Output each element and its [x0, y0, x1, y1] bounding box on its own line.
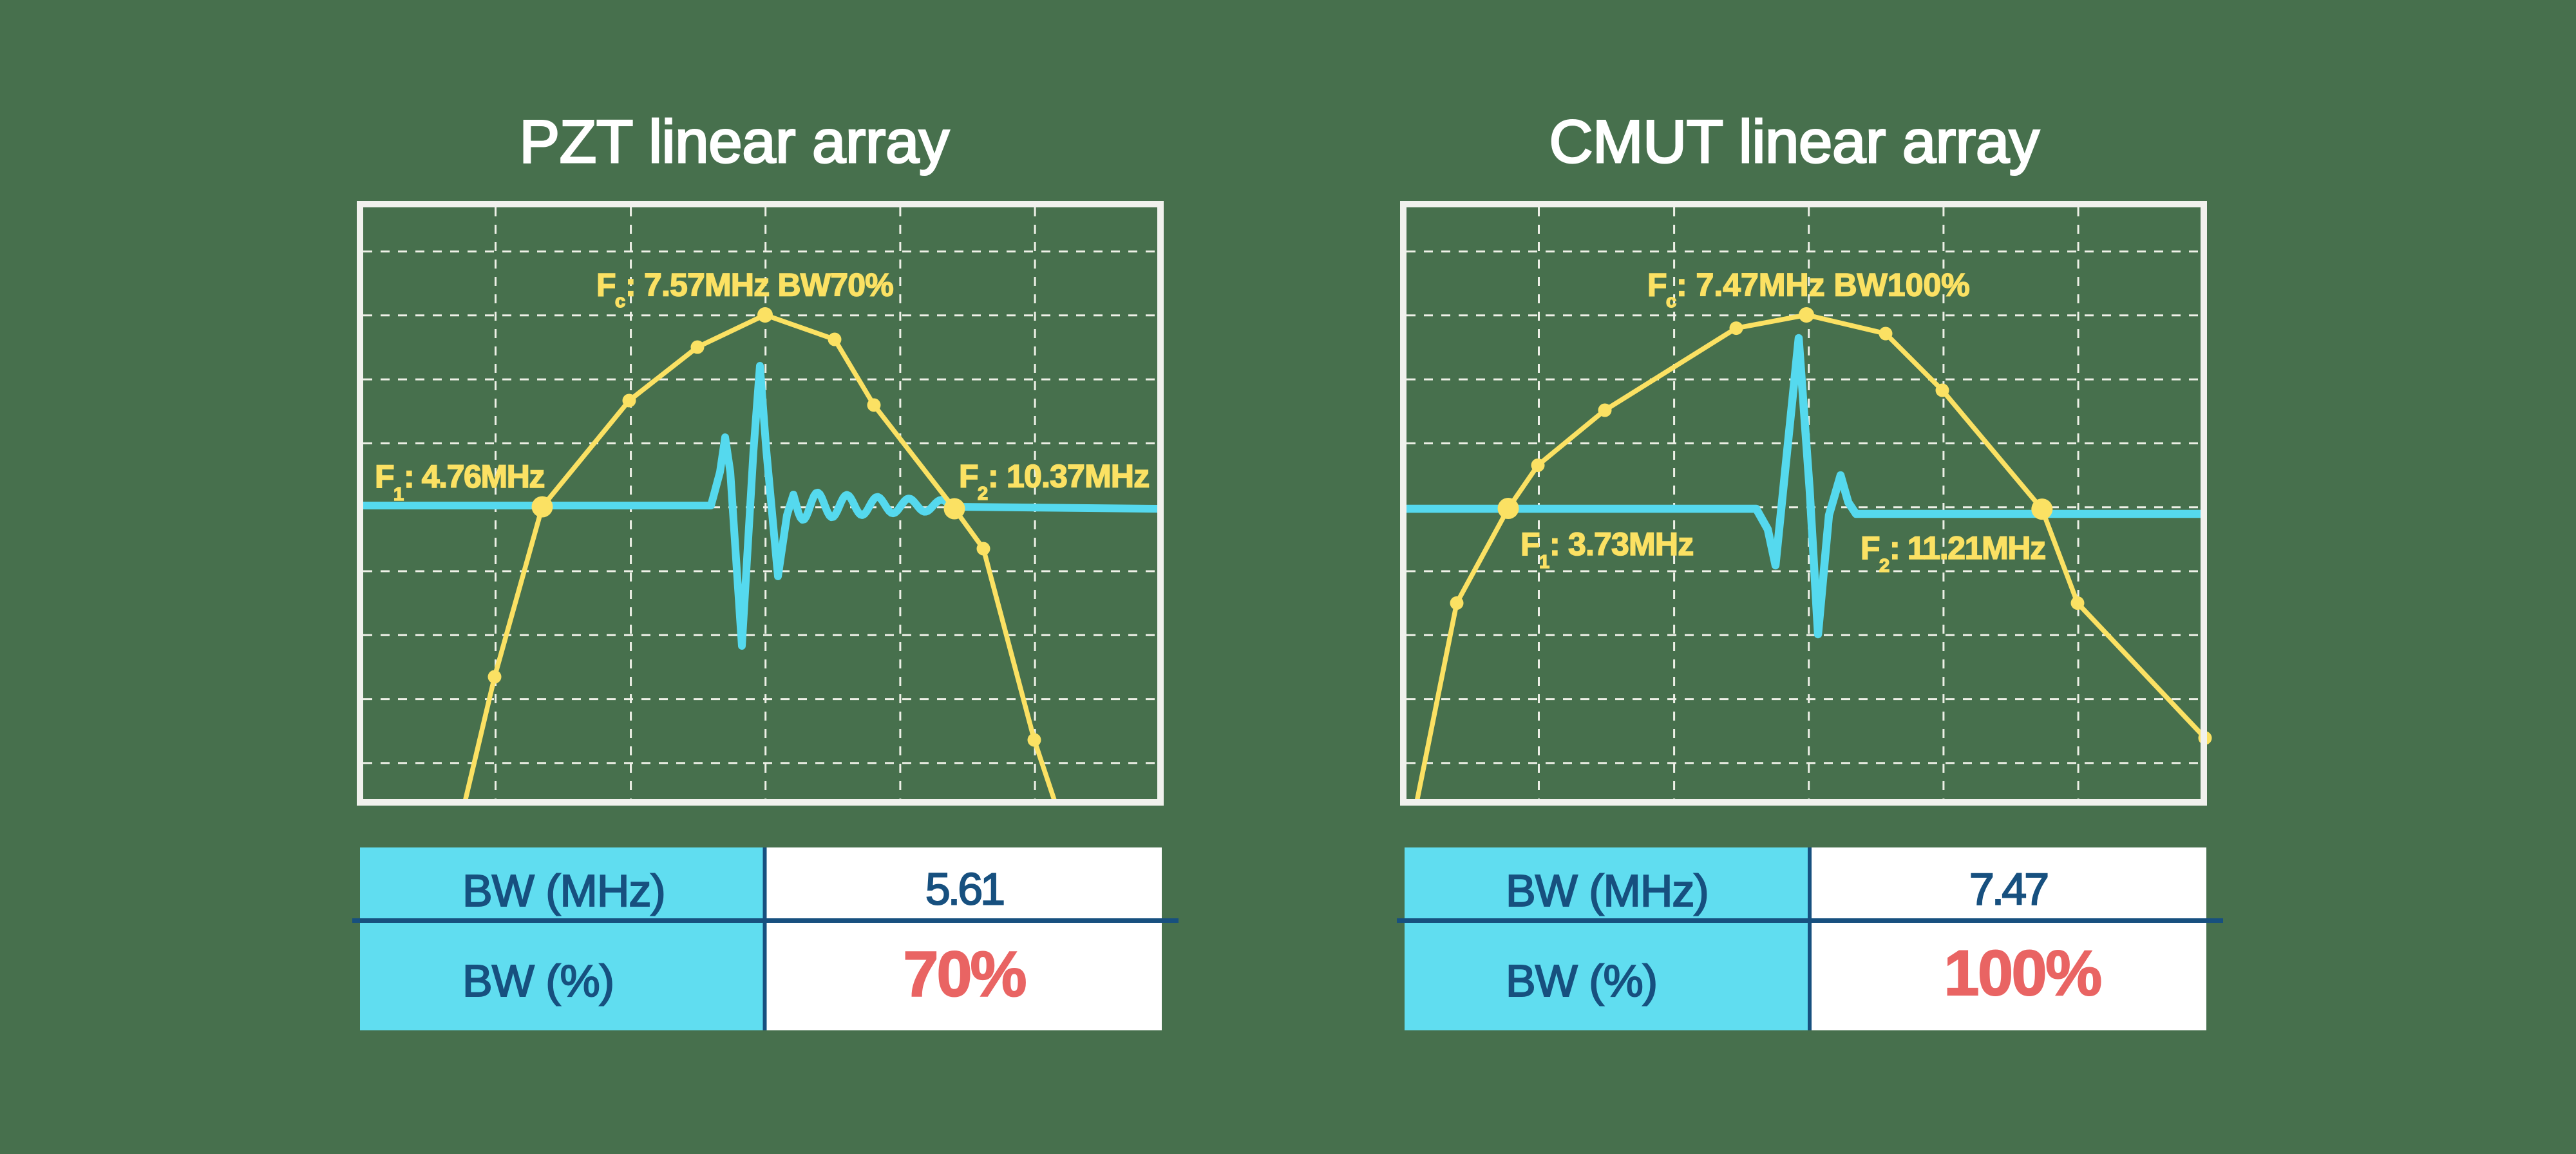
svg-text:: 7.47MHz BW100%: : 7.47MHz BW100%	[1676, 267, 1970, 303]
svg-text:7.47: 7.47	[1969, 864, 2047, 914]
svg-text:1: 1	[393, 484, 404, 505]
svg-text:PZT linear array: PZT linear array	[519, 108, 949, 175]
svg-text:F: F	[596, 267, 616, 303]
svg-text:: 7.57MHz BW70%: : 7.57MHz BW70%	[625, 267, 893, 303]
svg-text:2: 2	[1879, 556, 1889, 576]
svg-text:100%: 100%	[1944, 937, 2101, 1008]
svg-text:: 11.21MHz: : 11.21MHz	[1889, 530, 2045, 566]
svg-text:BW (MHz): BW (MHz)	[1506, 866, 1709, 916]
svg-text:BW (MHz): BW (MHz)	[462, 866, 665, 916]
svg-text:70%: 70%	[903, 938, 1025, 1009]
svg-text:F: F	[1647, 267, 1667, 303]
svg-text:: 4.76MHz: : 4.76MHz	[404, 459, 544, 495]
svg-text:BW (%): BW (%)	[1506, 956, 1657, 1006]
svg-text:2: 2	[978, 484, 988, 504]
svg-text:CMUT linear array: CMUT linear array	[1549, 108, 2040, 175]
svg-text:BW (%): BW (%)	[462, 956, 614, 1006]
svg-text:F: F	[959, 459, 979, 495]
svg-text:F: F	[1861, 530, 1880, 566]
svg-text:5.61: 5.61	[925, 864, 1003, 914]
svg-text:F: F	[1520, 526, 1540, 562]
svg-text:c: c	[615, 291, 625, 312]
svg-text:: 3.73MHz: : 3.73MHz	[1549, 526, 1693, 562]
svg-text:: 10.37MHz: : 10.37MHz	[988, 459, 1149, 495]
svg-text:F: F	[375, 459, 395, 495]
svg-text:1: 1	[1539, 552, 1549, 572]
svg-text:c: c	[1666, 291, 1676, 312]
